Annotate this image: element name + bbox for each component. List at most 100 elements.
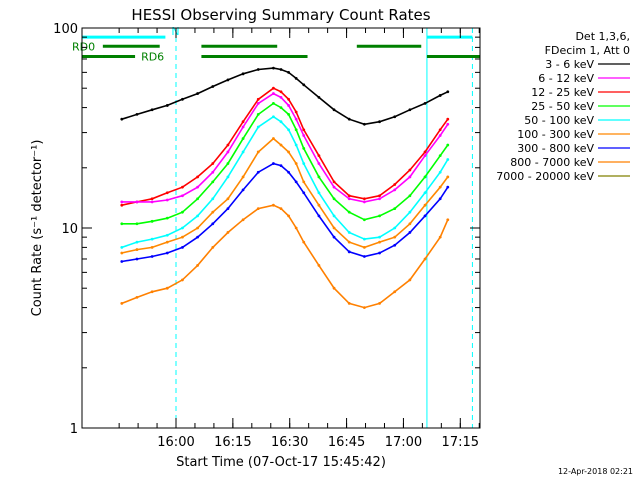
data-point xyxy=(211,210,215,214)
data-point xyxy=(196,214,200,218)
data-point xyxy=(211,197,215,201)
legend-label: 800 - 7000 keV xyxy=(510,156,594,169)
data-point xyxy=(272,137,275,140)
data-point xyxy=(256,97,260,101)
legend-label: 300 - 800 keV xyxy=(517,142,594,155)
data-point xyxy=(347,250,351,254)
data-point xyxy=(211,245,215,249)
data-point xyxy=(423,150,427,154)
data-point xyxy=(317,191,321,195)
data-point xyxy=(438,170,442,174)
data-point xyxy=(120,245,124,249)
x-tick-label: 17:15 xyxy=(442,435,479,450)
data-point xyxy=(294,143,298,147)
data-point xyxy=(438,185,442,189)
data-point xyxy=(302,191,306,195)
data-point xyxy=(181,194,184,198)
data-point xyxy=(317,264,321,267)
data-point xyxy=(332,226,336,230)
data-point xyxy=(408,222,412,226)
data-point xyxy=(347,197,351,201)
data-point xyxy=(120,251,124,255)
data-point xyxy=(226,150,230,154)
data-point xyxy=(378,240,381,244)
data-point xyxy=(135,112,139,116)
data-point xyxy=(317,162,321,165)
data-point xyxy=(362,245,366,249)
plot-frame xyxy=(81,27,481,429)
data-point xyxy=(393,226,397,230)
data-point xyxy=(362,197,366,201)
data-point xyxy=(302,240,306,244)
data-point xyxy=(408,108,412,112)
data-point xyxy=(408,168,412,172)
data-point xyxy=(196,92,200,95)
data-point xyxy=(317,203,321,207)
data-point xyxy=(135,240,139,244)
data-point xyxy=(256,68,260,71)
data-point xyxy=(446,185,450,189)
data-point xyxy=(181,226,184,230)
data-point xyxy=(181,278,184,282)
data-point xyxy=(211,222,215,226)
data-point xyxy=(393,290,397,294)
data-point xyxy=(287,128,290,132)
data-point xyxy=(287,214,290,218)
legend-label: 12 - 25 keV xyxy=(531,86,594,99)
data-point xyxy=(287,97,290,101)
data-point xyxy=(120,200,124,204)
data-point xyxy=(181,97,184,101)
data-point xyxy=(423,175,427,179)
data-point xyxy=(279,164,283,168)
data-point xyxy=(165,251,169,255)
data-point xyxy=(272,101,275,105)
data-point xyxy=(302,134,306,137)
data-point xyxy=(256,207,260,211)
data-point xyxy=(446,218,450,222)
data-point xyxy=(241,120,245,124)
data-point xyxy=(120,301,124,305)
data-point xyxy=(135,200,139,204)
data-point xyxy=(378,214,381,218)
data-point xyxy=(438,94,442,97)
data-point xyxy=(256,112,260,116)
data-point xyxy=(347,194,351,198)
data-point xyxy=(332,185,336,189)
data-point xyxy=(196,235,200,239)
data-point xyxy=(241,72,245,76)
data-point xyxy=(150,219,154,223)
data-point xyxy=(279,68,283,71)
data-point xyxy=(438,154,442,158)
data-point xyxy=(446,90,450,94)
data-point xyxy=(332,214,336,218)
flag-label-rd0: RD0 xyxy=(72,40,95,53)
data-point xyxy=(393,207,397,211)
data-point xyxy=(211,180,215,184)
data-point xyxy=(287,70,290,74)
data-point xyxy=(150,237,154,241)
data-point xyxy=(165,216,169,220)
data-point xyxy=(241,175,245,179)
data-point xyxy=(272,86,275,90)
data-point xyxy=(272,92,275,95)
legend-label: 100 - 300 keV xyxy=(517,128,594,141)
data-point xyxy=(408,175,412,179)
data-point xyxy=(302,162,306,165)
data-point xyxy=(150,200,154,204)
data-point xyxy=(196,175,200,179)
data-point xyxy=(378,197,381,201)
data-point xyxy=(241,218,245,222)
data-point xyxy=(362,200,366,204)
data-point xyxy=(423,257,427,261)
x-tick-label: 16:45 xyxy=(328,435,365,450)
y-tick-label: 10 xyxy=(61,222,78,237)
x-axis: 16:00 16:15 16:30 16:45 17:00 17:15 xyxy=(118,28,480,450)
data-point xyxy=(256,170,260,174)
data-point xyxy=(165,233,169,237)
data-point xyxy=(287,170,290,174)
data-point xyxy=(120,260,124,263)
series-line-50-100keV xyxy=(121,115,449,249)
data-point xyxy=(446,158,450,161)
data-point xyxy=(438,128,442,132)
